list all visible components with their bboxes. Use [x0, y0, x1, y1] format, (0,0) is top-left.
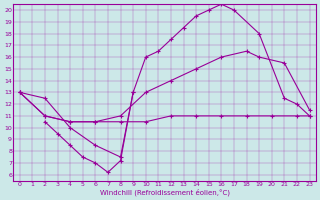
- X-axis label: Windchill (Refroidissement éolien,°C): Windchill (Refroidissement éolien,°C): [100, 188, 230, 196]
